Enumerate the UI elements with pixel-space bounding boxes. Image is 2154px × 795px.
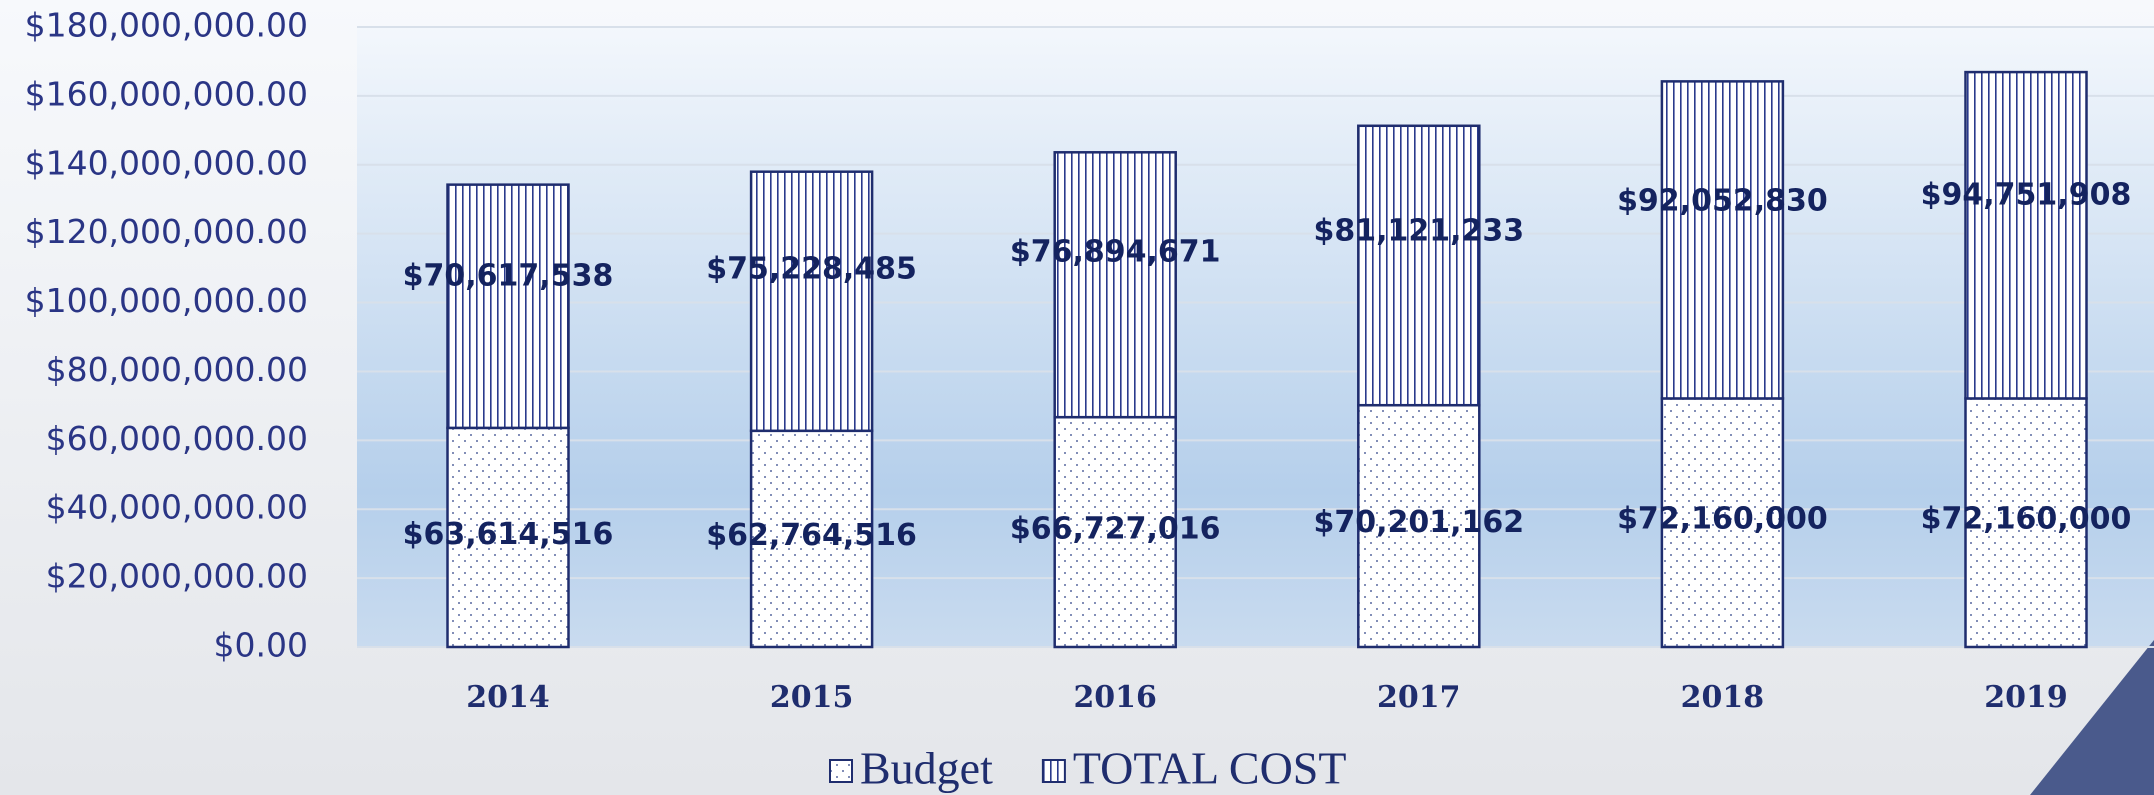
bar-segment	[1053, 151, 1177, 419]
bar-segment	[1053, 415, 1177, 649]
bar-segment	[1660, 80, 1785, 400]
y-tick-label: $100,000,000.00	[25, 281, 308, 320]
x-tick-label: 2016	[1073, 680, 1157, 715]
y-tick-label: $160,000,000.00	[25, 74, 308, 113]
bar-segment	[1964, 397, 2088, 649]
data-label: $70,201,162	[1313, 505, 1524, 540]
data-label: $94,751,908	[1921, 178, 2132, 213]
x-tick-label: 2014	[466, 680, 550, 715]
labels: $0.00 $20,000,000.00 $40,000,000.00 $60,000…	[25, 6, 2132, 794]
legend-swatch	[1041, 759, 1066, 783]
bar-segment	[1964, 70, 2088, 400]
data-label: $72,160,000	[1617, 502, 1828, 537]
grid	[357, 26, 2154, 648]
bar-segment	[446, 426, 570, 649]
bar-segment	[1357, 403, 1481, 649]
y-tick-label: $20,000,000.00	[46, 557, 308, 596]
legend-label: TOTAL COST	[1073, 743, 1347, 794]
data-label: $62,764,516	[706, 518, 917, 553]
data-label: $72,160,000	[1921, 502, 2132, 537]
x-tick-label: 2017	[1377, 680, 1461, 715]
data-label: $66,727,016	[1010, 511, 1221, 546]
data-label: $63,614,516	[403, 517, 614, 552]
data-label: $81,121,233	[1313, 213, 1524, 248]
legend-swatch	[829, 759, 853, 783]
legend-label: Budget	[860, 743, 993, 794]
y-tick-label: $80,000,000.00	[46, 350, 308, 389]
decoration	[2030, 640, 2154, 795]
data-label: $76,894,671	[1010, 234, 1221, 269]
y-tick-label: $180,000,000.00	[25, 6, 308, 45]
bar-segment	[1357, 124, 1481, 407]
x-tick-label: 2015	[770, 680, 854, 715]
data-label: $75,228,485	[706, 252, 917, 287]
bar-segment	[749, 170, 874, 433]
y-tick-label: $60,000,000.00	[46, 419, 308, 458]
bar-segment	[446, 183, 570, 430]
bars	[446, 70, 2088, 649]
bar-segment	[749, 429, 874, 649]
bar-segment	[1660, 397, 1785, 649]
x-tick-label: 2018	[1681, 680, 1765, 715]
plot-area	[357, 27, 2154, 647]
y-tick-label: $0.00	[214, 626, 308, 665]
y-tick-label: $120,000,000.00	[25, 212, 308, 251]
y-tick-label: $140,000,000.00	[25, 143, 308, 182]
y-tick-label: $40,000,000.00	[46, 488, 308, 527]
x-tick-label: 2019	[1984, 680, 2068, 715]
data-label: $92,052,830	[1617, 183, 1828, 218]
data-label: $70,617,538	[403, 259, 614, 294]
